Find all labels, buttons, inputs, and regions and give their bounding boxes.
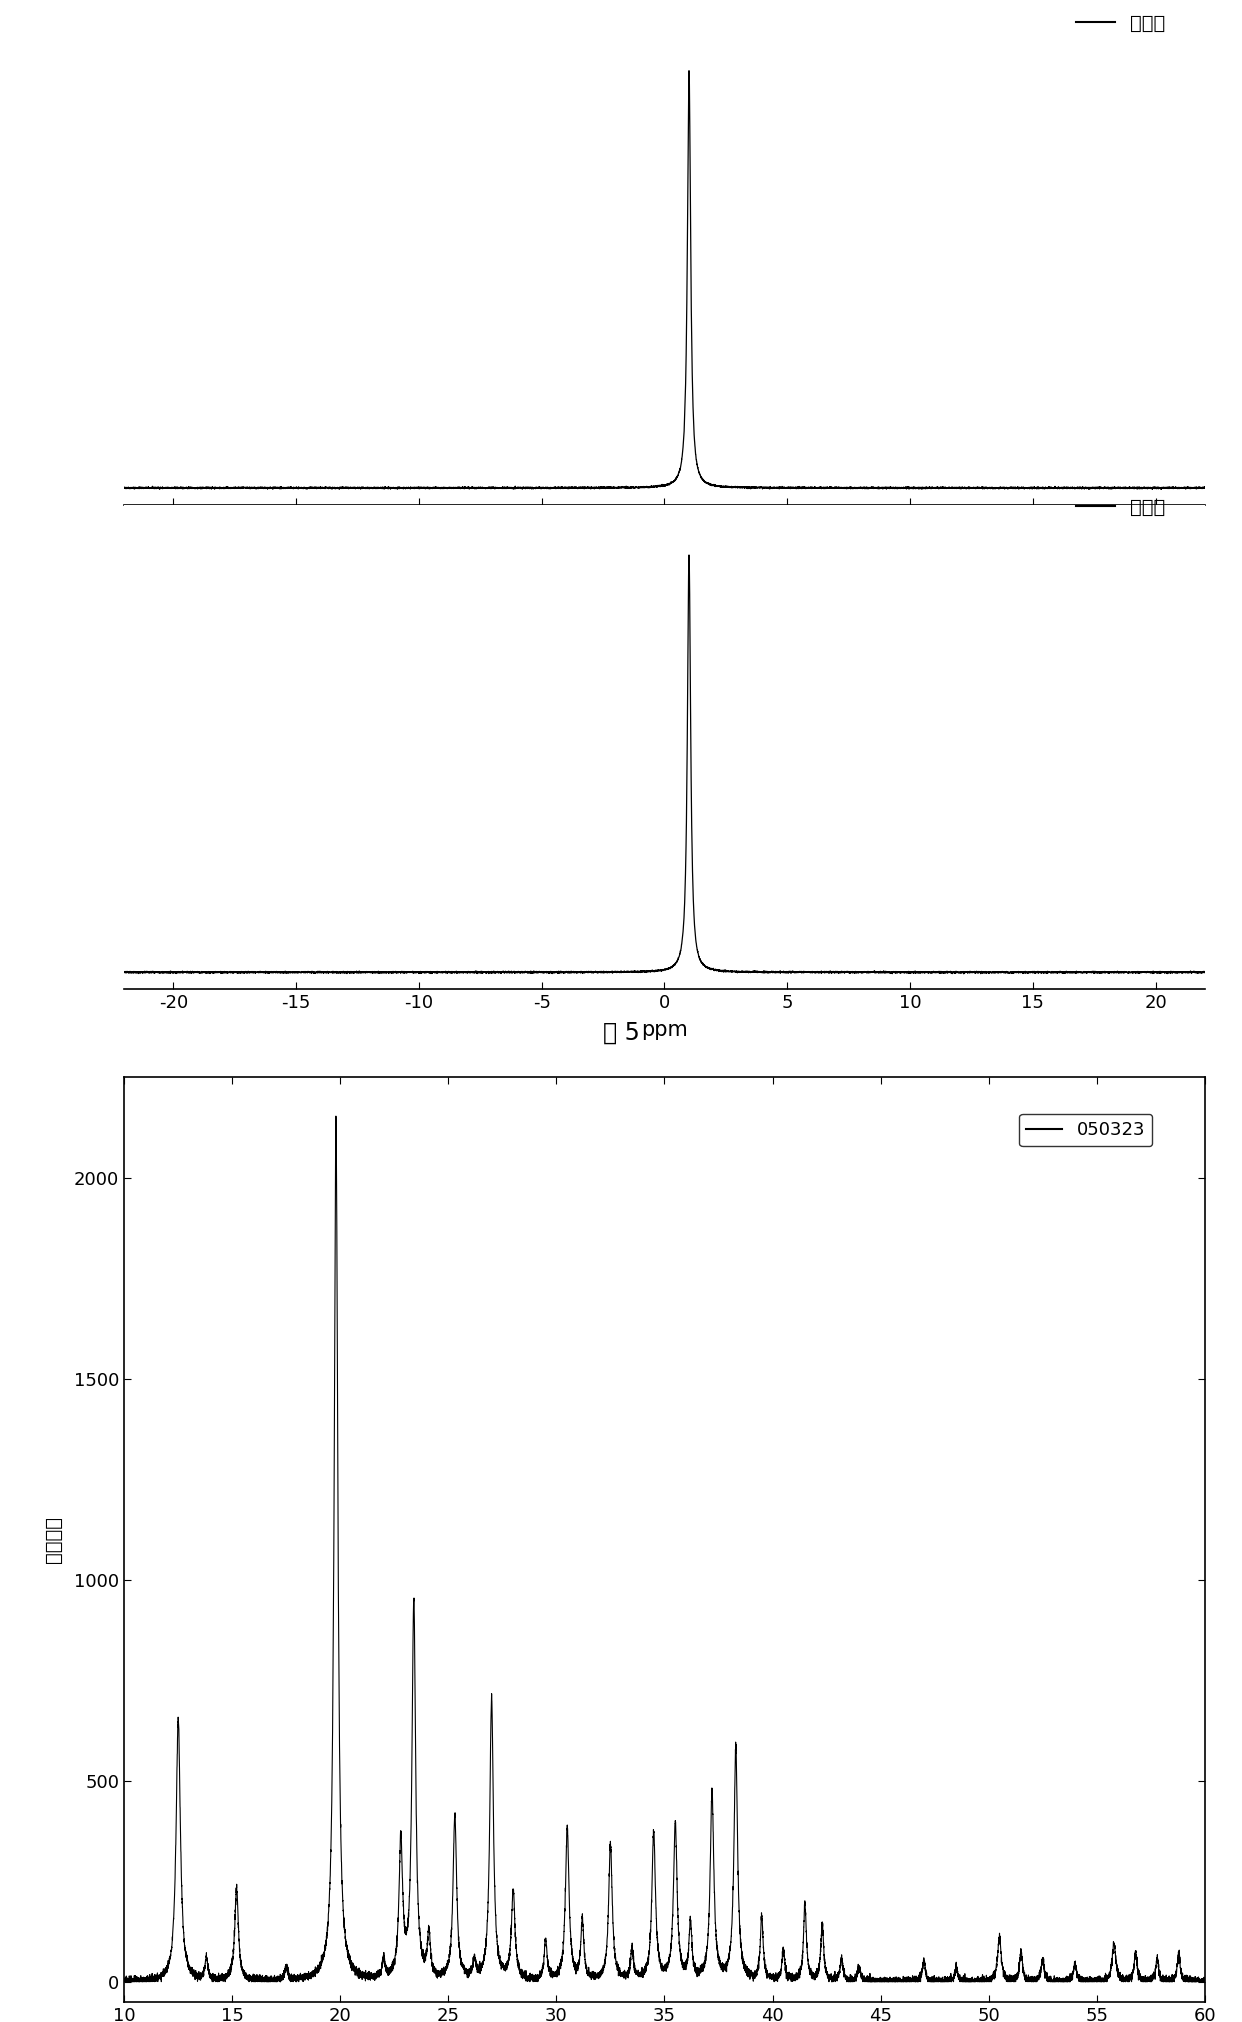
Y-axis label: 相对强度: 相对强度 (43, 1516, 63, 1563)
Legend: 050323: 050323 (1018, 1114, 1153, 1146)
X-axis label: ppm: ppm (641, 536, 688, 556)
Legend: 提绌后: 提绌后 (1068, 6, 1174, 40)
X-axis label: ppm: ppm (641, 1021, 688, 1039)
Legend: 提绌前: 提绌前 (1068, 489, 1174, 524)
Text: 图 5: 图 5 (602, 1021, 640, 1045)
